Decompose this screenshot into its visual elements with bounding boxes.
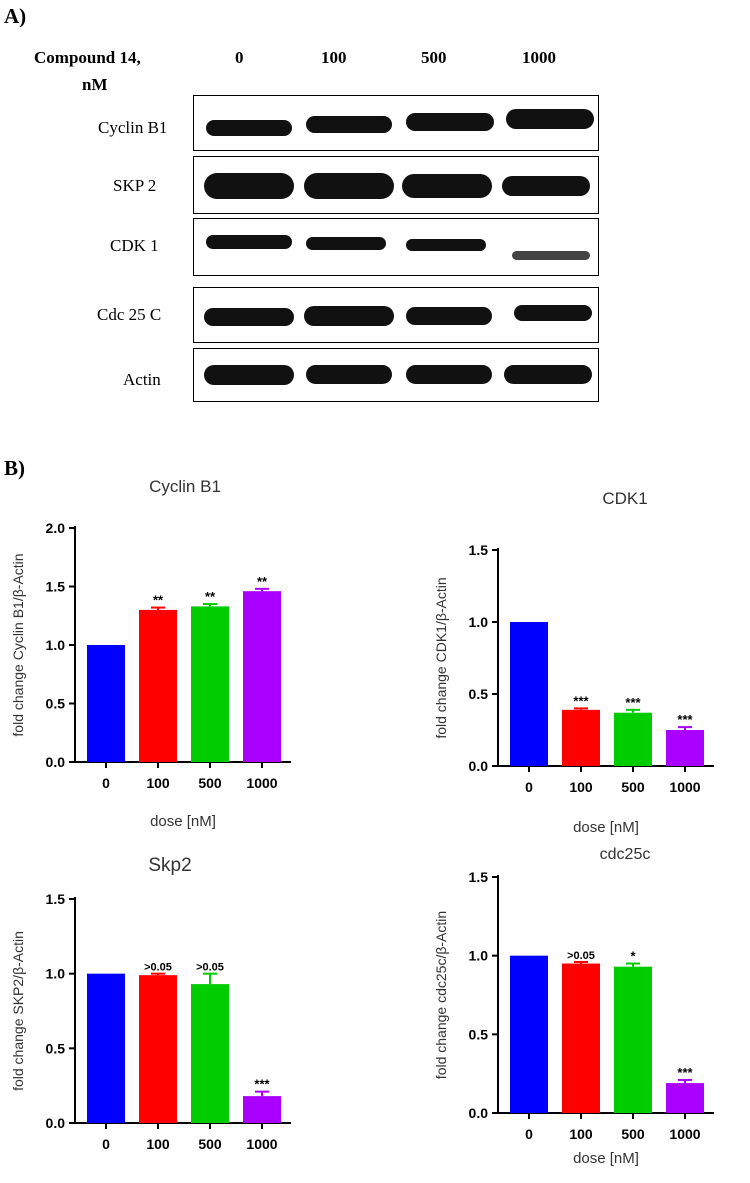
chart-cdc25c: cdc25c 0.0 0.5 1.0 1.5 fold change cdc25c/β-A… [380, 845, 750, 1183]
cdk1-bar-chart: CDK1 0.0 0.5 1.0 1.5 fold change CDK1/β-Actin… [433, 489, 714, 836]
cdc25c-bar-100 [562, 963, 600, 1113]
cyclin-b1-y-tick-label: 1.0 [46, 637, 66, 653]
blot-image-skp2 [193, 156, 599, 214]
cyclin-b1-y-tick-label: 2.0 [46, 520, 66, 536]
cyclin-b1-bar-chart: Cyclin B1 0.0 0.5 1.0 1.5 2.0 fold change Cycl… [10, 477, 291, 830]
skp2-chart-title: Skp2 [148, 855, 191, 876]
skp2-y-tick-label: 1.0 [46, 966, 66, 982]
chart-skp2: Skp2 0.0 0.5 1.0 1.5 fold change SKP2/β-Actin… [0, 845, 370, 1183]
cyclin-b1-y-tick-label: 0.5 [46, 696, 66, 712]
skp2-x-tick-label: 0 [102, 1136, 110, 1152]
cyclin-b1-bar-0 [87, 645, 125, 762]
cdk1-annotation-100: *** [573, 693, 589, 708]
blot-label-skp2: SKP 2 [113, 176, 157, 195]
cyclin-b1-x-tick-label: 100 [146, 775, 170, 791]
cdc25c-x-axis-label: dose [nM] [573, 1150, 639, 1167]
cdk1-x-tick-label: 500 [621, 779, 645, 795]
cdc25c-y-tick-label: 1.5 [469, 869, 489, 885]
cdk1-bar-100 [562, 709, 600, 766]
cyclin-b1-x-tick-label: 0 [102, 775, 110, 791]
cyclin-b1-y-axis-label: fold change Cyclin B1/β-Actin [10, 553, 26, 736]
blot-label-cdk1: CDK 1 [110, 236, 159, 255]
cyclin-b1-x-tick-label: 500 [198, 775, 222, 791]
cdk1-x-tick-label: 100 [569, 779, 593, 795]
compound-label-line1: Compound 14, [34, 48, 141, 67]
cdc25c-bar-0 [510, 955, 548, 1113]
cdc25c-annotation-1000: *** [677, 1065, 693, 1080]
cyclin-b1-y-tick-label: 1.5 [46, 579, 66, 595]
cyclin-b1-bar-1000 [243, 591, 281, 762]
cdk1-y-tick-label: 1.5 [469, 542, 489, 558]
skp2-bar-0 [87, 973, 125, 1123]
cyclin-b1-x-tick-label: 1000 [246, 775, 277, 791]
chart-cyclin-b1: Cyclin B1 0.0 0.5 1.0 1.5 2.0 fold change Cycl… [0, 470, 370, 840]
cyclin-b1-bar-100 [139, 609, 177, 762]
cdc25c-annotation-500: * [630, 949, 636, 964]
cdk1-bar-0 [510, 622, 548, 766]
cdk1-y-tick-label: 0.0 [469, 758, 489, 774]
blot-image-cyclin-b1 [193, 95, 599, 151]
skp2-bar-500 [191, 984, 229, 1123]
cdc25c-bar-1000 [666, 1083, 704, 1113]
cdc25c-y-tick-label: 0.5 [469, 1026, 489, 1042]
skp2-y-axis-label: fold change SKP2/β-Actin [10, 931, 26, 1091]
skp2-bar-100 [139, 975, 177, 1123]
skp2-y-tick-label: 1.5 [46, 891, 66, 907]
panel-a-label: A) [4, 4, 27, 28]
cdk1-x-axis-label: dose [nM] [573, 819, 639, 836]
cdc25c-bar-500 [614, 966, 652, 1113]
cdc25c-chart-title: cdc25c [600, 846, 651, 863]
cyclin-b1-x-axis-label: dose [nM] [150, 813, 216, 830]
cdk1-x-tick-label: 0 [525, 779, 533, 795]
dose-header-500: 500 [421, 48, 447, 67]
skp2-y-tick-label: 0.0 [46, 1115, 66, 1131]
blot-image-cdc25c [193, 287, 599, 343]
blot-label-cyclin-b1: Cyclin B1 [98, 118, 168, 137]
chart-cdk1: CDK1 0.0 0.5 1.0 1.5 fold change CDK1/β-Actin… [380, 470, 750, 840]
cdc25c-y-tick-label: 1.0 [469, 948, 489, 964]
skp2-annotation-500: >0.05 [196, 962, 224, 974]
cdk1-x-tick-label: 1000 [669, 779, 700, 795]
compound-label-line2: nM [82, 75, 108, 94]
skp2-x-tick-label: 100 [146, 1136, 170, 1152]
skp2-y-tick-label: 0.5 [46, 1040, 66, 1056]
cdk1-y-axis-label: fold change CDK1/β-Actin [433, 577, 449, 738]
skp2-bar-chart: Skp2 0.0 0.5 1.0 1.5 fold change SKP2/β-Actin… [10, 855, 291, 1152]
cdc25c-x-tick-label: 500 [621, 1126, 645, 1142]
western-blot-panel: Compound 14, nM 0 100 500 1000 Cyclin B1… [0, 0, 750, 420]
cyclin-b1-annotation-1000: ** [257, 574, 268, 589]
dose-header-100: 100 [321, 48, 347, 67]
cdk1-annotation-500: *** [625, 695, 641, 710]
cdk1-y-tick-label: 0.5 [469, 686, 489, 702]
cdc25c-x-tick-label: 100 [569, 1126, 593, 1142]
cdc25c-y-axis-label: fold change cdc25c/β-Actin [433, 911, 449, 1079]
blot-label-actin: Actin [123, 370, 161, 389]
cdk1-bar-500 [614, 712, 652, 766]
panel-b-label: B) [4, 456, 25, 480]
dose-header-1000: 1000 [522, 48, 556, 67]
blot-label-cdc25c: Cdc 25 C [97, 305, 162, 324]
cdk1-bar-1000 [666, 730, 704, 766]
skp2-x-tick-label: 1000 [246, 1136, 277, 1152]
cdk1-chart-title: CDK1 [602, 489, 647, 508]
cyclin-b1-chart-title: Cyclin B1 [149, 477, 221, 496]
cyclin-b1-annotation-100: ** [153, 593, 164, 608]
skp2-annotation-100: >0.05 [144, 962, 172, 974]
cdc25c-x-tick-label: 0 [525, 1126, 533, 1142]
cdc25c-y-tick-label: 0.0 [469, 1105, 489, 1121]
skp2-bar-1000 [243, 1096, 281, 1123]
blot-image-cdk1 [193, 218, 599, 276]
cyclin-b1-y-tick-label: 0.0 [46, 754, 66, 770]
dose-header-0: 0 [235, 48, 244, 67]
blot-image-actin [193, 348, 599, 402]
cdc25c-bar-chart: cdc25c 0.0 0.5 1.0 1.5 fold change cdc25c/β-A… [433, 846, 714, 1167]
skp2-x-tick-label: 500 [198, 1136, 222, 1152]
cdk1-y-tick-label: 1.0 [469, 614, 489, 630]
cdk1-annotation-1000: *** [677, 712, 693, 727]
skp2-annotation-1000: *** [254, 1077, 270, 1092]
cyclin-b1-annotation-500: ** [205, 589, 216, 604]
cyclin-b1-bar-500 [191, 606, 229, 762]
cdc25c-annotation-100: >0.05 [567, 950, 595, 962]
cdc25c-x-tick-label: 1000 [669, 1126, 700, 1142]
